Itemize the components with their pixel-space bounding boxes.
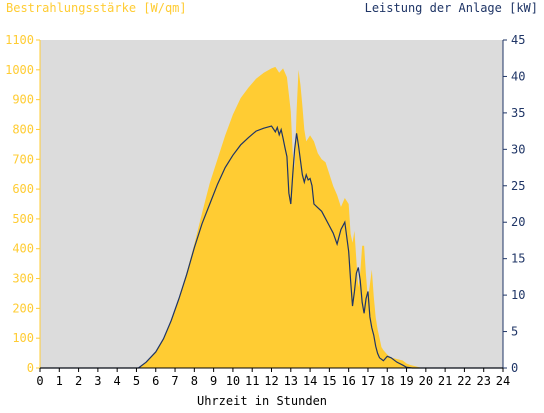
right-tick-label: 10 [511,288,525,302]
left-tick-label: 600 [12,182,34,196]
left-tick-label: 500 [12,212,34,226]
x-tick-label: 15 [322,374,336,388]
x-tick-label: 18 [380,374,394,388]
x-tick-label: 0 [36,374,43,388]
x-tick-label: 5 [133,374,140,388]
x-axis-label: Uhrzeit in Stunden [197,394,327,408]
x-tick-label: 4 [114,374,121,388]
right-tick-label: 45 [511,33,525,47]
x-ticks: 0 1 2 3 4 5 6 7 8 9 10 11 12 13 14 15 16 17 18 19 20 21 22 23 24 [36,368,510,388]
right-tick-label: 30 [511,142,525,156]
right-y-ticks: 0 5 10 15 20 25 30 35 40 45 [503,33,525,375]
x-tick-label: 13 [284,374,298,388]
power-line-layer [40,125,503,369]
x-tick-label: 20 [419,374,433,388]
x-tick-label: 1 [56,374,63,388]
x-tick-label: 10 [226,374,240,388]
x-tick-label: 17 [361,374,375,388]
left-tick-label: 800 [12,122,34,136]
right-tick-label: 5 [511,325,518,339]
left-tick-label: 0 [27,361,34,375]
left-tick-label: 900 [12,93,34,107]
x-tick-label: 23 [476,374,490,388]
irradiance-area [40,66,503,368]
right-tick-label: 15 [511,252,525,266]
x-tick-label: 11 [245,374,259,388]
right-axis-title: Leistung der Anlage [kW] [365,1,538,15]
power-line [40,125,503,369]
right-tick-label: 20 [511,215,525,229]
x-tick-label: 19 [399,374,413,388]
left-tick-label: 700 [12,152,34,166]
x-tick-label: 7 [171,374,178,388]
left-tick-label: 300 [12,272,34,286]
x-tick-label: 16 [341,374,355,388]
x-tick-label: 9 [210,374,217,388]
left-tick-label: 200 [12,301,34,315]
x-tick-label: 2 [75,374,82,388]
left-y-ticks: 0 100 200 300 400 500 600 700 800 900 1000 1100 [5,33,40,375]
right-tick-label: 35 [511,106,525,120]
left-tick-label: 400 [12,242,34,256]
x-tick-label: 3 [94,374,101,388]
x-tick-label: 14 [303,374,317,388]
x-tick-label: 24 [496,374,510,388]
x-tick-label: 12 [264,374,278,388]
left-axis-title: Bestrahlungsstärke [W/qm] [6,1,187,15]
right-tick-label: 25 [511,179,525,193]
right-tick-label: 0 [511,361,518,375]
irradiance-area-layer [40,66,503,368]
x-tick-label: 8 [191,374,198,388]
x-tick-label: 6 [152,374,159,388]
right-tick-label: 40 [511,69,525,83]
left-tick-label: 100 [12,331,34,345]
x-tick-label: 21 [438,374,452,388]
left-tick-label: 1100 [5,33,34,47]
x-tick-label: 22 [457,374,471,388]
left-tick-label: 1000 [5,63,34,77]
